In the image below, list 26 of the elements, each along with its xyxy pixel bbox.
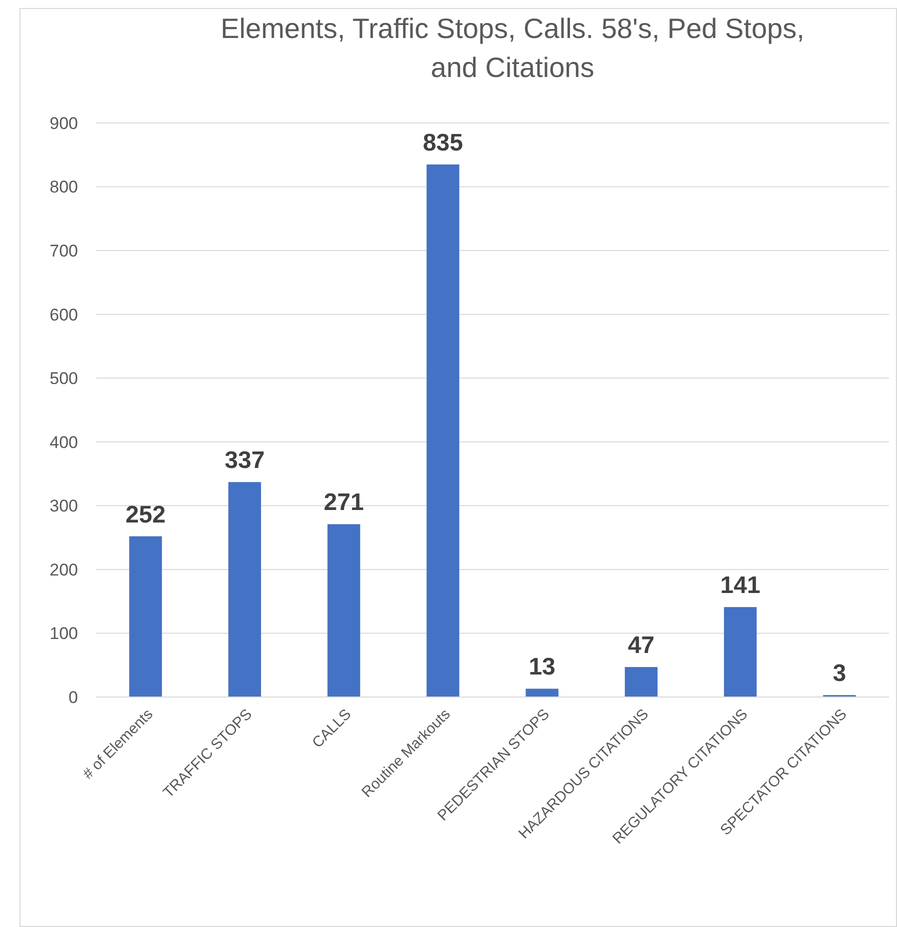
- bar: [327, 524, 360, 697]
- y-tick-label: 600: [50, 305, 78, 324]
- bar: [724, 607, 757, 697]
- y-tick-label: 300: [50, 496, 78, 516]
- data-label: 13: [528, 654, 556, 681]
- bar: [129, 536, 162, 697]
- y-tick-label: 400: [50, 432, 78, 452]
- y-tick-label: 0: [68, 688, 78, 707]
- y-tick-label: 200: [50, 560, 78, 580]
- y-tick-label: 100: [50, 624, 78, 644]
- bar: [426, 164, 460, 697]
- data-label: 252: [126, 501, 166, 528]
- data-label: 47: [628, 632, 655, 660]
- data-label: 835: [422, 129, 463, 156]
- chart-title: Elements, Traffic Stops, Calls. 58's, Ped Stops, and Citations: [220, 13, 804, 83]
- bar: [624, 667, 658, 697]
- data-label: 337: [224, 447, 265, 474]
- y-tick-label: 800: [50, 178, 78, 197]
- data-label: 141: [720, 572, 760, 600]
- y-tick-label: 700: [50, 242, 78, 261]
- y-tick-label: 500: [50, 369, 78, 388]
- bar: [526, 688, 558, 697]
- data-label: 271: [324, 489, 364, 516]
- bar: [228, 482, 262, 697]
- data-label: 3: [832, 660, 846, 688]
- y-tick-label: 900: [50, 114, 78, 133]
